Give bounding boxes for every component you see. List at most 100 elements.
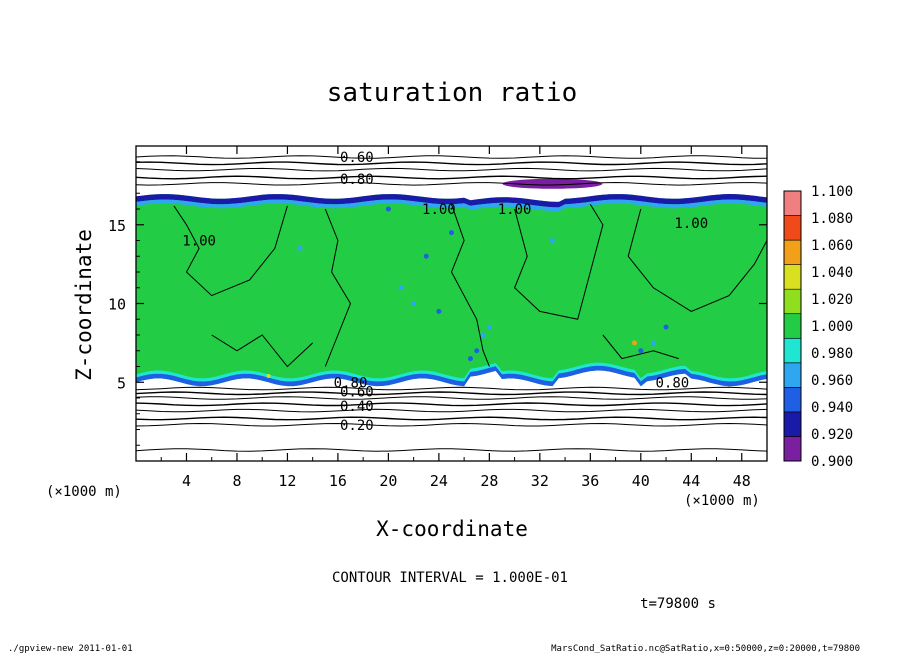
x-axis-ticks: 4 8 12 16 20 24 28 32 36 40 44 48 [160, 146, 751, 490]
time-label: t=79800 s [640, 596, 716, 612]
dry-cell [297, 245, 303, 251]
dry-cell [449, 230, 454, 236]
y-axis-unit: (×1000 m) [46, 484, 122, 500]
contour-line [135, 416, 768, 421]
contour-line-1-00 [324, 208, 352, 367]
x-tick-label: 20 [379, 472, 397, 490]
contour-line-1-00 [602, 334, 679, 360]
contour-line [135, 167, 768, 172]
contour-interval-text: CONTOUR INTERVAL = 1.000E-01 [332, 570, 568, 586]
footer-left: ./gpview-new 2011-01-01 [8, 644, 133, 654]
colorbar-label: 1.100 [811, 184, 853, 200]
x-tick-label: 36 [581, 472, 599, 490]
dry-cell [650, 340, 656, 346]
colorbar-segment [783, 190, 802, 216]
colorbar-label: 1.060 [811, 238, 853, 254]
contour-line-1-00 [211, 334, 314, 368]
contour-line [135, 386, 768, 391]
dry-cell [436, 308, 442, 314]
y-axis-label: Z-coordinate [72, 229, 96, 381]
chart-title: saturation ratio [327, 78, 577, 108]
contour-label: 1.00 [498, 202, 532, 218]
contour-label: 0.60 [340, 150, 374, 166]
colorbar-segment [783, 288, 802, 315]
x-tick-label: 48 [733, 472, 751, 490]
contour-label: 1.00 [182, 234, 216, 250]
x-tick-label: 40 [632, 472, 650, 490]
contour-line-1-00 [173, 205, 288, 297]
contour-label: 0.60 [340, 385, 374, 401]
x-axis-label: X-coordinate [376, 517, 528, 541]
violet-patch [502, 178, 603, 189]
saturated-region [136, 194, 767, 387]
x-tick-label: 12 [278, 472, 296, 490]
y-tick-label: 15 [108, 217, 126, 235]
top-dry-edge [136, 194, 767, 208]
contour-line [135, 448, 768, 452]
x-tick-label: 16 [329, 472, 347, 490]
colorbar-label: 1.020 [811, 292, 853, 308]
colorbar-label: 1.080 [811, 211, 853, 227]
colorbar-label: 0.920 [811, 427, 853, 443]
dry-cell [398, 285, 404, 291]
dry-cell [423, 253, 429, 259]
colorbar-label: 1.000 [811, 319, 853, 335]
contour-line [135, 396, 768, 400]
colorbar-frame [783, 190, 802, 462]
colorbar-label: 0.900 [811, 454, 853, 470]
y-tick-label: 5 [117, 374, 126, 392]
x-axis-unit: (×1000 m) [684, 493, 760, 509]
colorbar-segment [783, 313, 802, 339]
contour-line-1-00 [627, 208, 768, 312]
contour-label: 0.20 [340, 418, 374, 434]
contour-label: 1.00 [422, 202, 456, 218]
colorbar-segment [783, 387, 802, 413]
colorbar-segment [783, 436, 802, 462]
contour-line [135, 391, 768, 396]
colorbar-segment [783, 411, 802, 437]
contour-line-1-00 [514, 204, 604, 320]
contour-line [135, 175, 768, 180]
colorbar-label: 1.040 [811, 265, 853, 281]
contour-label: 1.00 [674, 216, 708, 232]
contour-line [135, 422, 768, 427]
x-tick-label: 4 [182, 472, 191, 490]
contour-line [135, 155, 768, 159]
contour-line [135, 402, 768, 407]
y-tick-label: 10 [108, 296, 126, 314]
x-tick-label: 8 [232, 472, 241, 490]
footer-right: MarsCond_SatRatio.nc@SatRatio,x=0:50000,… [551, 644, 860, 654]
dry-cell [385, 206, 391, 212]
y-axis-ticks: 5 10 15 [108, 161, 767, 446]
x-tick-label: 28 [480, 472, 498, 490]
dry-cell [411, 301, 417, 306]
colorbar-segment [783, 362, 802, 388]
colorbar-segment [783, 264, 802, 290]
contour-label: 0.80 [334, 375, 368, 391]
contour-label: 0.80 [340, 172, 374, 188]
x-tick-label: 44 [682, 472, 700, 490]
colorbar-segment [783, 337, 802, 364]
moist-cell [266, 373, 271, 378]
contour-lines [135, 155, 768, 452]
dry-cell [549, 238, 555, 243]
contour-line [135, 181, 768, 186]
contour-line [135, 161, 768, 166]
colorbar-segment [783, 239, 802, 265]
bottom-dry-edge [136, 365, 767, 387]
contour-labels: 0.600.801.00 1.001.001.000.800.600.400.20… [182, 150, 708, 434]
colorbar: 0.900 0.920 0.940 0.960 0.980 1.000 1.020 1.040… [783, 184, 853, 470]
dry-cell [486, 324, 492, 330]
dry-cell [480, 332, 486, 338]
moist-cell [631, 340, 637, 346]
colorbar-segment [783, 215, 802, 241]
dry-cell [638, 348, 644, 354]
x-tick-label: 32 [531, 472, 549, 490]
dry-cell [663, 324, 669, 330]
dry-cell [467, 356, 473, 362]
colorbar-label: 0.980 [811, 346, 853, 362]
contour-line [135, 408, 768, 413]
dry-cell [474, 348, 480, 354]
colorbar-label: 0.940 [811, 400, 853, 416]
